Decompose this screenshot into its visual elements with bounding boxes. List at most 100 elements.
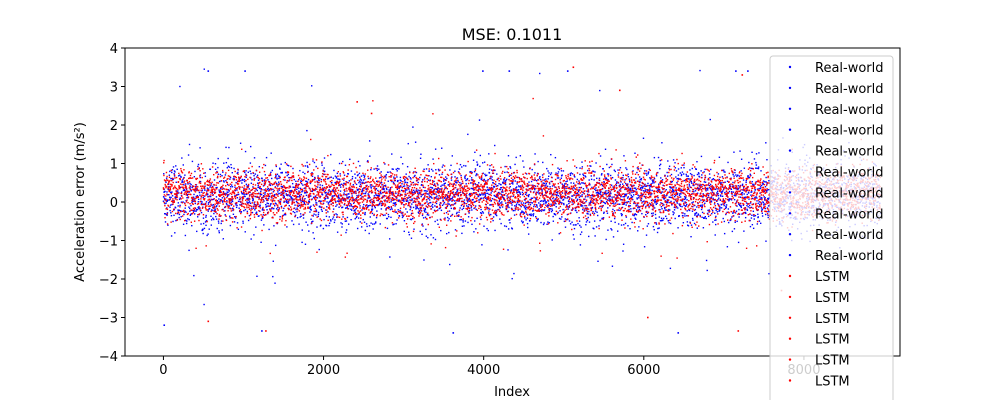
real-world-point	[244, 150, 247, 153]
real-world-point	[596, 211, 598, 213]
real-world-point	[235, 181, 237, 184]
real-world-point	[461, 208, 463, 211]
real-world-point	[179, 204, 181, 207]
real-world-point	[358, 181, 360, 184]
lstm-point	[234, 197, 237, 200]
real-world-point	[572, 195, 574, 197]
lstm-point	[189, 177, 192, 179]
real-world-point	[429, 201, 432, 204]
real-world-point	[260, 188, 262, 190]
real-world-point	[399, 193, 402, 196]
real-world-point	[230, 163, 232, 166]
lstm-point	[241, 198, 244, 200]
real-world-point	[321, 164, 323, 166]
real-world-point	[209, 168, 212, 171]
real-world-point	[418, 201, 420, 203]
real-world-point	[172, 166, 175, 168]
real-world-point	[588, 221, 591, 223]
real-world-point	[188, 206, 190, 208]
lstm-point	[169, 198, 171, 201]
real-world-point	[652, 214, 654, 217]
real-world-point	[484, 183, 486, 185]
real-world-point	[462, 192, 465, 195]
real-world-point	[693, 181, 696, 184]
lstm-point	[236, 201, 238, 204]
real-world-point	[367, 160, 369, 162]
real-world-point	[325, 225, 328, 227]
real-world-point	[488, 189, 490, 191]
lstm-point	[195, 188, 198, 190]
real-world-point	[522, 194, 524, 196]
real-world-point	[240, 179, 242, 182]
real-world-point	[376, 194, 379, 197]
real-world-point	[380, 208, 383, 210]
real-world-point	[436, 195, 438, 197]
real-world-point	[716, 190, 719, 193]
lstm-point	[232, 209, 235, 211]
real-world-point	[313, 178, 316, 181]
real-world-point	[592, 210, 594, 213]
real-world-point	[700, 199, 702, 201]
real-world-point	[236, 172, 238, 174]
real-world-point	[238, 198, 241, 201]
real-world-point	[662, 217, 665, 220]
real-world-point	[221, 201, 224, 203]
real-world-point	[207, 233, 209, 235]
real-world-point	[510, 200, 512, 203]
lstm-point	[178, 185, 180, 188]
lstm-point	[225, 185, 227, 187]
real-world-point	[203, 203, 205, 205]
lstm-point	[169, 179, 171, 182]
real-world-point	[191, 160, 194, 163]
real-world-point	[714, 207, 717, 209]
real-world-point	[593, 175, 595, 177]
real-world-point	[711, 178, 713, 181]
lstm-point	[177, 212, 180, 214]
real-world-point	[619, 167, 622, 169]
real-world-point	[165, 213, 168, 216]
real-world-point	[185, 211, 187, 213]
real-world-point	[620, 213, 622, 215]
real-world-point	[373, 214, 375, 217]
real-world-point	[408, 196, 410, 199]
real-world-point	[342, 199, 344, 202]
real-world-point	[508, 201, 510, 203]
lstm-point	[219, 194, 221, 196]
lstm-point	[205, 193, 208, 195]
lstm-point	[201, 176, 203, 179]
lstm-point	[241, 148, 243, 150]
real-world-point	[312, 215, 315, 217]
real-world-point	[766, 191, 768, 193]
real-world-point	[545, 182, 547, 185]
real-world-point	[625, 204, 627, 206]
real-world-point	[354, 190, 356, 193]
real-world-point	[554, 201, 556, 203]
lstm-point	[236, 194, 238, 196]
real-world-point	[221, 200, 224, 202]
real-world-point	[739, 204, 741, 207]
real-world-point	[377, 204, 379, 207]
real-world-point	[361, 209, 363, 211]
real-world-point	[732, 211, 735, 213]
real-world-point	[166, 199, 169, 201]
real-world-point	[649, 189, 651, 191]
real-world-point	[371, 208, 374, 210]
real-world-point	[417, 189, 419, 191]
real-world-point	[495, 196, 497, 198]
real-world-point	[575, 166, 578, 169]
real-world-point	[715, 215, 717, 218]
real-world-point	[592, 170, 595, 173]
lstm-point	[186, 191, 188, 193]
real-world-point	[370, 187, 372, 189]
lstm-point	[213, 210, 216, 212]
real-world-point	[205, 201, 208, 203]
real-world-point	[293, 178, 295, 181]
real-world-point	[439, 218, 442, 221]
real-world-point	[457, 171, 460, 173]
real-world-point	[203, 227, 206, 230]
real-world-point	[262, 196, 264, 198]
real-world-point	[390, 175, 392, 177]
real-world-point	[564, 218, 567, 220]
real-world-point	[175, 181, 177, 184]
real-world-point	[339, 173, 341, 175]
